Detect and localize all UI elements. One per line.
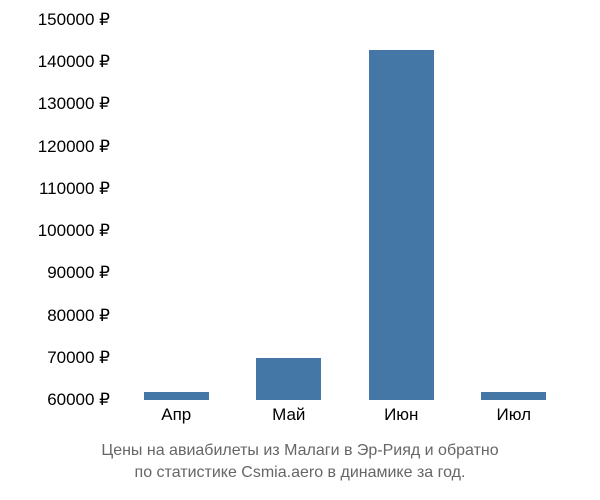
- y-tick-label: 130000 ₽: [38, 94, 110, 114]
- y-tick-label: 60000 ₽: [47, 390, 110, 410]
- chart-caption: Цены на авиабилеты из Малаги в Эр-Рияд и…: [0, 440, 600, 485]
- y-tick-label: 150000 ₽: [38, 10, 110, 30]
- bar: [256, 358, 321, 400]
- y-axis: 60000 ₽70000 ₽80000 ₽90000 ₽100000 ₽1100…: [0, 20, 115, 400]
- x-tick-label: Июл: [496, 405, 531, 425]
- plot-area: [120, 20, 570, 400]
- y-tick-label: 120000 ₽: [38, 137, 110, 157]
- y-tick-label: 100000 ₽: [38, 221, 110, 241]
- bar: [481, 392, 546, 400]
- caption-line-2: по статистике Csmia.aero в динамике за г…: [10, 462, 590, 484]
- x-tick-label: Май: [272, 405, 305, 425]
- x-axis: Апр Май Июн Июл: [120, 405, 570, 435]
- bar: [369, 50, 434, 400]
- chart-container: 60000 ₽ 70000 ₽ 80000 ₽ 90000 ₽ 100000 ₽ 1100…: [0, 0, 600, 500]
- y-tick-label: 80000 ₽: [47, 306, 110, 326]
- y-tick-label: 90000 ₽: [47, 263, 110, 283]
- bar: [144, 392, 209, 400]
- x-tick-label: Июн: [384, 405, 418, 425]
- caption-line-1: Цены на авиабилеты из Малаги в Эр-Рияд и…: [10, 440, 590, 462]
- y-tick-label: 140000 ₽: [38, 52, 110, 72]
- x-tick-label: Апр: [161, 405, 191, 425]
- y-tick-label: 70000 ₽: [47, 348, 110, 368]
- y-tick-label: 110000 ₽: [39, 179, 110, 199]
